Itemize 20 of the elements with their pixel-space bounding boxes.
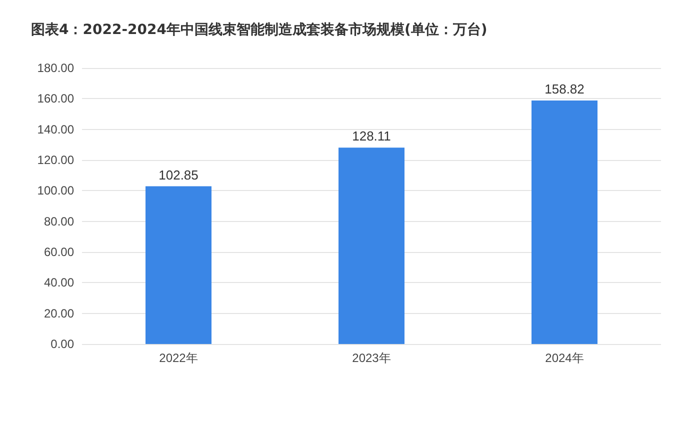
y-tick-label: 20.00	[44, 306, 74, 320]
x-tick-label: 2024年	[545, 351, 584, 365]
y-tick-label: 40.00	[44, 276, 74, 290]
y-tick-label: 0.00	[50, 337, 74, 351]
y-tick-label: 100.00	[37, 184, 74, 198]
x-tick-label: 2022年	[159, 351, 198, 365]
y-tick-label: 60.00	[44, 245, 74, 259]
chart-title: 图表4：2022-2024年中国线束智能制造成套装备市场规模(单位：万台)	[31, 21, 488, 38]
data-label: 102.85	[158, 167, 198, 182]
y-tick-label: 160.00	[37, 92, 74, 106]
bar	[532, 100, 598, 344]
x-tick-label: 2023年	[352, 351, 391, 365]
bar	[338, 148, 404, 344]
y-tick-label: 180.00	[37, 61, 74, 75]
y-tick-label: 80.00	[44, 214, 74, 228]
y-tick-label: 120.00	[37, 153, 74, 167]
data-label: 158.82	[544, 81, 584, 96]
y-tick-label: 140.00	[37, 122, 74, 136]
data-label: 128.11	[352, 128, 391, 144]
bar	[146, 186, 212, 344]
